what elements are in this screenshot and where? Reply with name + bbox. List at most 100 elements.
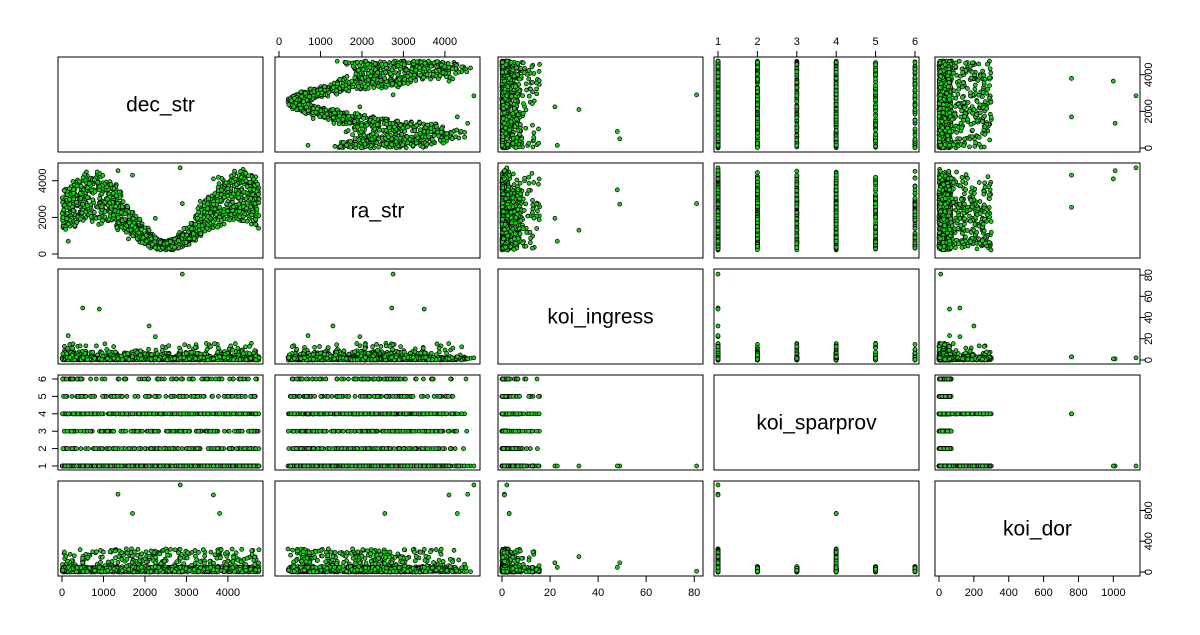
data-point xyxy=(376,144,382,150)
data-point xyxy=(382,76,388,81)
data-point xyxy=(376,136,381,142)
data-point xyxy=(385,82,391,88)
data-point xyxy=(912,60,918,65)
data-point xyxy=(340,117,346,122)
panel-dec_str-vs-koi_ingress xyxy=(497,56,704,153)
data-point xyxy=(444,131,450,136)
data-point xyxy=(343,86,349,92)
data-point xyxy=(426,134,432,140)
data-point xyxy=(515,60,521,66)
data-point xyxy=(833,76,839,81)
data-point xyxy=(794,104,800,110)
data-point xyxy=(873,143,878,149)
data-point xyxy=(437,73,443,78)
data-point xyxy=(454,114,460,120)
data-point xyxy=(360,67,366,72)
data-point xyxy=(464,69,470,75)
data-point xyxy=(912,74,918,80)
data-point xyxy=(465,120,471,126)
data-point xyxy=(520,111,526,116)
data-point xyxy=(398,66,403,72)
data-point xyxy=(322,84,328,90)
data-point xyxy=(414,140,419,146)
data-point xyxy=(530,122,535,128)
data-point xyxy=(291,95,297,101)
data-point xyxy=(319,90,325,96)
data-point xyxy=(360,126,366,132)
data-point xyxy=(422,60,428,66)
data-point xyxy=(974,118,980,124)
data-point xyxy=(306,94,312,99)
data-point xyxy=(510,136,516,141)
data-point xyxy=(506,76,512,81)
data-point xyxy=(409,66,415,72)
data-point xyxy=(794,93,800,98)
data-point xyxy=(521,70,527,75)
data-point xyxy=(517,122,523,127)
data-point xyxy=(361,132,367,138)
data-point xyxy=(442,64,448,70)
data-point xyxy=(980,68,986,74)
data-point xyxy=(617,136,623,142)
data-point xyxy=(372,61,378,67)
data-point xyxy=(536,126,541,132)
data-point xyxy=(519,136,525,142)
data-point xyxy=(371,85,377,90)
data-point xyxy=(755,106,760,111)
data-point xyxy=(428,63,434,69)
data-point xyxy=(346,113,352,119)
data-point xyxy=(833,95,839,101)
data-point xyxy=(433,68,439,74)
data-point xyxy=(912,93,918,98)
data-point xyxy=(510,111,516,116)
data-point xyxy=(531,71,537,76)
data-point xyxy=(976,61,982,67)
data-point xyxy=(912,102,918,108)
data-point xyxy=(392,124,397,130)
data-point xyxy=(352,127,358,133)
data-point xyxy=(509,93,514,99)
data-point xyxy=(428,76,433,82)
data-point xyxy=(395,118,401,124)
data-point xyxy=(337,113,342,119)
data-point xyxy=(352,119,358,124)
data-point xyxy=(434,59,440,64)
data-point xyxy=(383,128,389,133)
data-point xyxy=(324,111,330,117)
data-point xyxy=(508,119,514,125)
data-point xyxy=(794,62,800,67)
data-point xyxy=(833,84,839,90)
data-point xyxy=(521,101,526,107)
data-point xyxy=(502,120,507,126)
data-point xyxy=(350,132,355,138)
data-point xyxy=(537,62,542,67)
data-point xyxy=(552,104,558,110)
data-point xyxy=(912,66,918,72)
data-point xyxy=(430,72,436,77)
data-point xyxy=(352,75,358,80)
data-point xyxy=(348,139,353,144)
data-point xyxy=(311,89,317,95)
data-point xyxy=(526,68,532,73)
data-point xyxy=(528,86,533,92)
data-point xyxy=(338,144,343,149)
data-point xyxy=(370,131,376,137)
data-point xyxy=(446,65,452,70)
data-point xyxy=(715,93,721,99)
data-point xyxy=(302,110,307,115)
data-point xyxy=(291,104,297,110)
data-point xyxy=(450,66,455,72)
data-point xyxy=(456,135,462,141)
data-point xyxy=(715,104,721,110)
data-point xyxy=(529,80,535,85)
data-point xyxy=(428,125,434,131)
data-point xyxy=(506,114,512,120)
data-point xyxy=(421,75,426,80)
data-point xyxy=(873,104,878,110)
data-point xyxy=(377,127,382,133)
data-point xyxy=(794,115,800,120)
data-point xyxy=(413,78,419,83)
data-point xyxy=(462,134,467,140)
data-point xyxy=(715,116,721,121)
